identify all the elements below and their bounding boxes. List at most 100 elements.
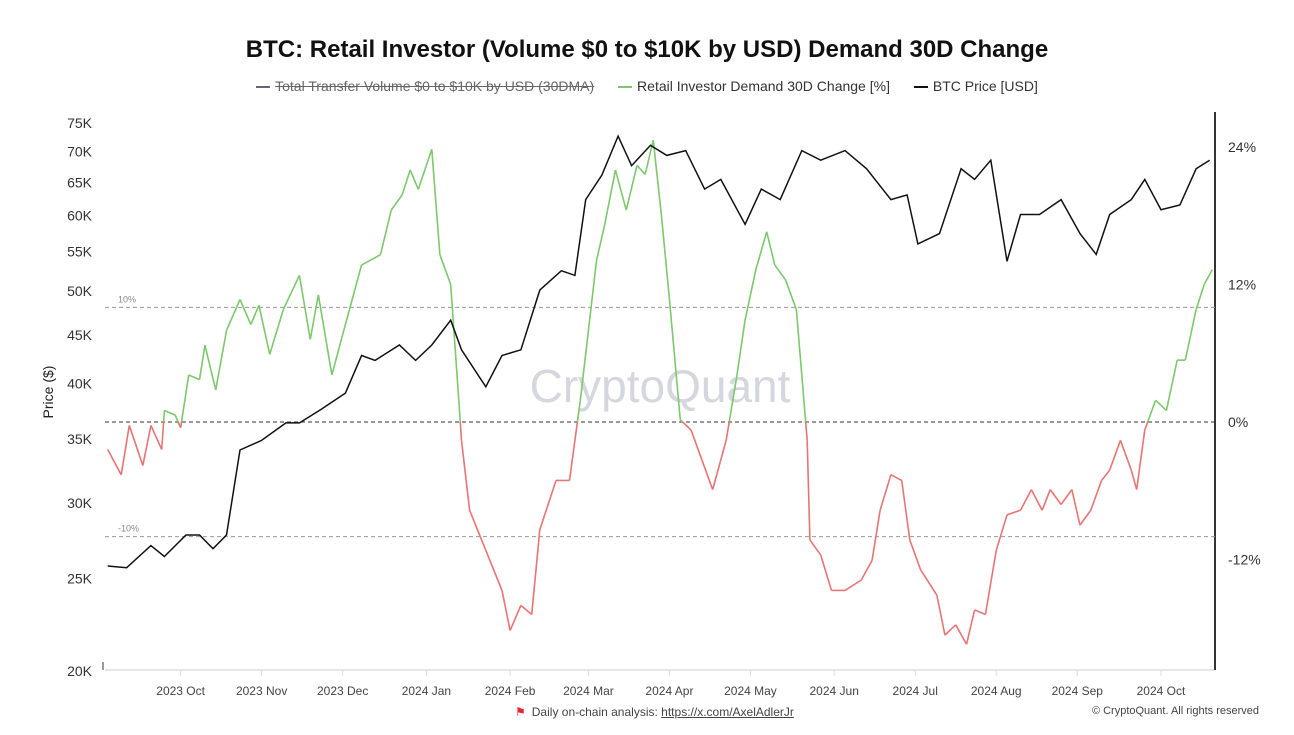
demand-line-segment bbox=[765, 231, 776, 266]
demand-line-segment bbox=[819, 554, 833, 591]
demand-line-segment bbox=[603, 169, 617, 226]
demand-line-segment bbox=[309, 294, 320, 340]
y-left-tick-label: 50K bbox=[67, 283, 93, 299]
demand-line-segment bbox=[1135, 429, 1146, 490]
demand-line-segment bbox=[1119, 440, 1133, 471]
demand-line-segment bbox=[652, 140, 663, 215]
legend-item-total-transfer-volume[interactable]: Total Transfer Volume $0 to $10K by USD … bbox=[256, 78, 594, 94]
x-tick-label: 2024 Jan bbox=[402, 684, 451, 698]
demand-line-segment bbox=[457, 400, 462, 423]
y-left-tick-label: 65K bbox=[67, 174, 93, 190]
footer-analysis-label: Daily on-chain analysis: bbox=[531, 705, 658, 719]
y-left-tick-label: 60K bbox=[67, 208, 93, 224]
demand-line-segment bbox=[625, 165, 638, 211]
demand-line-segment bbox=[379, 209, 393, 255]
demand-line-segment bbox=[258, 304, 271, 355]
legend-swatch bbox=[618, 86, 633, 89]
demand-line-segment bbox=[984, 550, 998, 615]
x-tick-label: 2024 Sep bbox=[1052, 684, 1104, 698]
demand-line-segment bbox=[120, 425, 131, 475]
legend-item-btc-price[interactable]: BTC Price [USD] bbox=[913, 78, 1038, 94]
demand-line-segment bbox=[679, 419, 684, 423]
demand-line-segment bbox=[690, 429, 703, 461]
demand-line-segment bbox=[1060, 489, 1073, 505]
demand-line-segment bbox=[174, 414, 179, 423]
y-left-tick-label: 35K bbox=[67, 431, 93, 447]
demand-line-segment bbox=[214, 330, 228, 391]
demand-line-segment bbox=[390, 194, 403, 211]
demand-line-segment bbox=[995, 514, 1008, 551]
demand-line-segment bbox=[160, 421, 165, 450]
demand-line-segment bbox=[317, 294, 333, 376]
y-left-tick-label: 45K bbox=[67, 327, 93, 343]
demand-line-segment bbox=[180, 374, 190, 423]
demand-line-segment bbox=[909, 539, 922, 571]
demand-line-segment bbox=[944, 624, 957, 636]
demand-line-segment bbox=[1019, 489, 1033, 511]
demand-line-segment bbox=[1090, 480, 1103, 511]
watermark: CryptoQuant bbox=[530, 360, 791, 412]
footer-analysis: ⚑ Daily on-chain analysis: https://x.com/… bbox=[515, 705, 794, 719]
demand-line-segment bbox=[890, 474, 903, 482]
x-tick-label: 2024 Feb bbox=[485, 684, 536, 698]
y-right-tick-label: 0% bbox=[1228, 414, 1248, 430]
y-left-tick-label: 25K bbox=[67, 570, 93, 586]
x-tick-label: 2023 Dec bbox=[317, 684, 368, 698]
demand-line-segment bbox=[225, 299, 241, 331]
demand-line-segment bbox=[728, 374, 738, 423]
demand-line-segment bbox=[331, 324, 347, 376]
demand-line-segment bbox=[711, 440, 727, 490]
x-tick-label: 2023 Nov bbox=[236, 684, 287, 698]
y-axis-label: Price ($) bbox=[40, 366, 56, 419]
demand-line-segment bbox=[744, 269, 757, 321]
demand-line-segment bbox=[409, 169, 420, 190]
demand-line-segment bbox=[1030, 489, 1043, 511]
demand-line-segment bbox=[965, 609, 976, 645]
demand-line-segment bbox=[668, 299, 682, 420]
demand-line-segment bbox=[128, 425, 144, 466]
legend-item-retail-demand[interactable]: Retail Investor Demand 30D Change [%] bbox=[618, 78, 890, 94]
demand-line-segment bbox=[1195, 284, 1205, 310]
y-left-tick-label: 70K bbox=[67, 144, 93, 160]
demand-line-segment bbox=[806, 440, 811, 541]
demand-line-segment bbox=[725, 421, 730, 441]
demand-line-segment bbox=[188, 374, 200, 381]
y-right-tick-label: -12% bbox=[1228, 552, 1261, 568]
demand-line-segment bbox=[974, 609, 986, 616]
demand-line-segment bbox=[344, 264, 363, 325]
demand-line-segment bbox=[1071, 489, 1081, 526]
demand-line-segment bbox=[568, 421, 579, 481]
demand-line-segment bbox=[636, 164, 646, 176]
demand-line-segment bbox=[106, 449, 122, 476]
demand-line-segment bbox=[755, 231, 768, 270]
demand-line-segment bbox=[430, 149, 441, 255]
demand-line-segment bbox=[439, 254, 452, 285]
demand-line-segment bbox=[239, 299, 252, 325]
demand-line-segment bbox=[520, 604, 533, 616]
demand-line-segment bbox=[660, 214, 671, 300]
demand-line-segment bbox=[460, 440, 471, 511]
demand-line-segment bbox=[1100, 469, 1111, 481]
demand-line-segment bbox=[150, 425, 163, 450]
y-right-tick-label: 12% bbox=[1228, 277, 1256, 293]
footer-analysis-link[interactable]: https://x.com/AxelAdlerJr bbox=[661, 705, 794, 719]
demand-line-segment bbox=[530, 529, 541, 615]
demand-line-segment bbox=[204, 345, 217, 391]
demand-line-segment bbox=[179, 421, 183, 428]
demand-line-segment bbox=[1006, 509, 1021, 516]
demand-line-segment bbox=[774, 264, 787, 281]
demand-line-segment bbox=[804, 421, 808, 441]
y-left-tick-label: 55K bbox=[67, 244, 93, 260]
demand-line-segment bbox=[879, 474, 892, 511]
demand-line-segment bbox=[501, 590, 511, 631]
demand-line-segment bbox=[644, 139, 655, 175]
demand-line-segment bbox=[736, 319, 746, 376]
demand-line-segment bbox=[844, 579, 862, 592]
legend-swatch bbox=[256, 86, 271, 89]
copyright: © CryptoQuant. All rights reserved bbox=[1091, 705, 1259, 717]
demand-line-segment bbox=[1144, 421, 1149, 431]
legend: Total Transfer Volume $0 to $10K by USD … bbox=[0, 78, 1294, 94]
reference-line-label: 10% bbox=[118, 294, 136, 304]
x-tick-label: 2024 May bbox=[724, 684, 777, 698]
